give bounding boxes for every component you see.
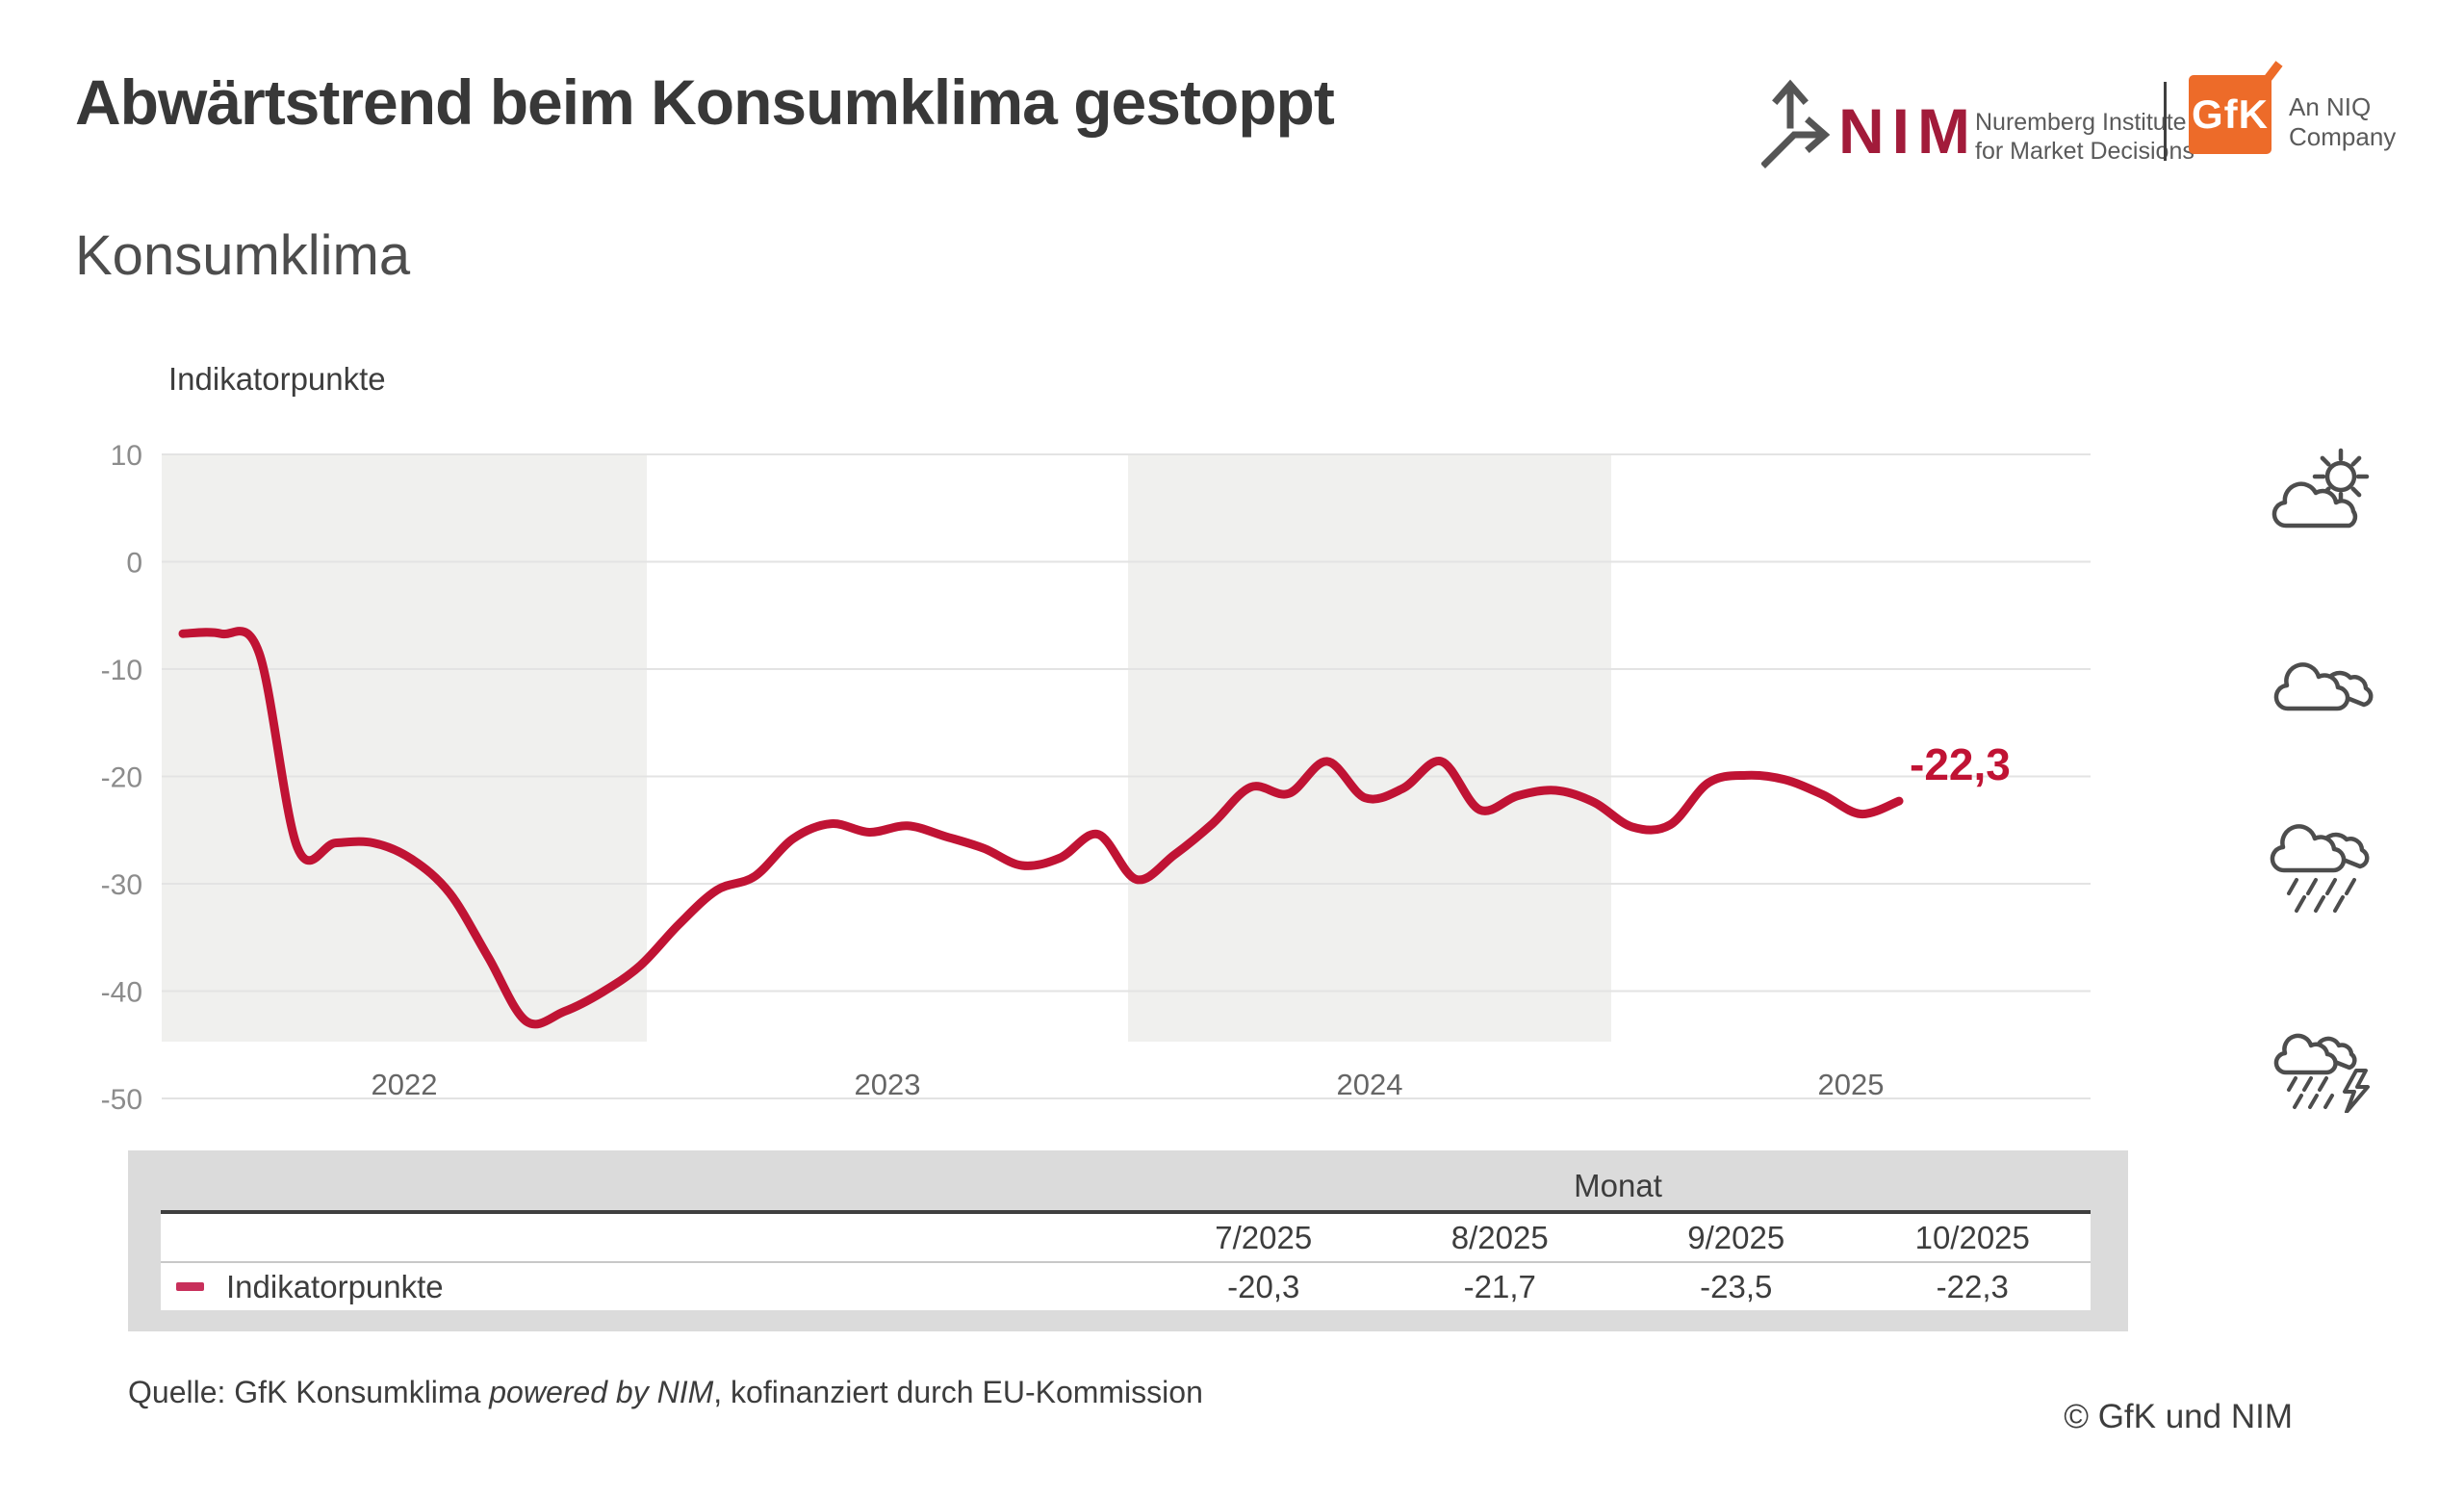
konsumklima-line — [178, 627, 1904, 1029]
chart-subtitle: Konsumklima — [75, 224, 411, 287]
series-legend-dash-icon — [176, 1282, 204, 1291]
monthly-values-table: Monat 7/2025 8/2025 9/2025 10/2025 Indik… — [128, 1150, 2128, 1331]
table-value: -22,3 — [1936, 1268, 2009, 1304]
y-tick-label: 0 — [126, 548, 142, 580]
y-tick-label: -30 — [101, 869, 142, 901]
clouds-icon — [2273, 662, 2374, 711]
x-year-label: 2022 — [372, 1068, 438, 1101]
copyright: © GfK und NIM — [2064, 1398, 2293, 1435]
sun-behind-cloud-icon — [2272, 448, 2370, 529]
table-col-header: 8/2025 — [1450, 1219, 1549, 1255]
y-tick-label: -10 — [101, 655, 142, 686]
page-title: Abwärtstrend beim Konsumklima gestoppt — [75, 66, 1335, 138]
y-tick-label: -20 — [101, 762, 142, 794]
nim-caption: Nuremberg Institute for Market Decisions — [1975, 109, 2194, 165]
table-row-label-cell: Indikatorpunkte — [161, 1269, 1145, 1305]
rain-cloud-icon — [2270, 824, 2370, 913]
year-band-2022 — [162, 454, 647, 1042]
table-group-header: Monat — [1574, 1168, 1662, 1203]
y-axis-title: Indikatorpunkte — [168, 361, 386, 397]
nim-wordmark: NIM — [1838, 95, 1978, 167]
table-value: -23,5 — [1700, 1268, 1773, 1304]
niq-caption: An NIQ Company — [2289, 92, 2397, 151]
y-tick-label: -40 — [101, 977, 142, 1009]
logo-divider — [2164, 82, 2167, 161]
table-value: -21,7 — [1463, 1268, 1536, 1304]
logo-bar: NIM Nuremberg Institute for Market Decis… — [1761, 58, 2397, 183]
y-tick-label: -50 — [101, 1084, 142, 1116]
table-col-header: 10/2025 — [1914, 1219, 2030, 1255]
y-tick-label: 10 — [111, 440, 142, 472]
gfk-logo: GfK — [2189, 75, 2272, 154]
line-end-value-label: -22,3 — [1910, 739, 2011, 789]
x-year-label: 2023 — [855, 1068, 921, 1101]
table-value: -20,3 — [1227, 1268, 1300, 1304]
table-body: 7/2025 8/2025 9/2025 10/2025 Indikatorpu… — [161, 1210, 2091, 1310]
table-col-header: 9/2025 — [1687, 1219, 1785, 1255]
year-band-2024 — [1128, 454, 1611, 1042]
table-header-row: 7/2025 8/2025 9/2025 10/2025 — [161, 1214, 2091, 1261]
nim-arrows-icon — [1761, 79, 1831, 168]
gfk-logo-accent-icon — [2250, 61, 2283, 98]
table-row: Indikatorpunkte -20,3 -21,7 -23,5 -22,3 — [161, 1263, 2091, 1310]
source-note: Quelle: GfK Konsumklima powered by NIM, … — [128, 1375, 1203, 1409]
x-year-label: 2024 — [1337, 1068, 1403, 1101]
series-label: Indikatorpunkte — [226, 1268, 444, 1304]
table-separator — [161, 1261, 2091, 1263]
x-year-label: 2025 — [1818, 1068, 1885, 1101]
storm-cloud-icon — [2273, 1033, 2370, 1113]
table-col-header: 7/2025 — [1215, 1219, 1313, 1255]
